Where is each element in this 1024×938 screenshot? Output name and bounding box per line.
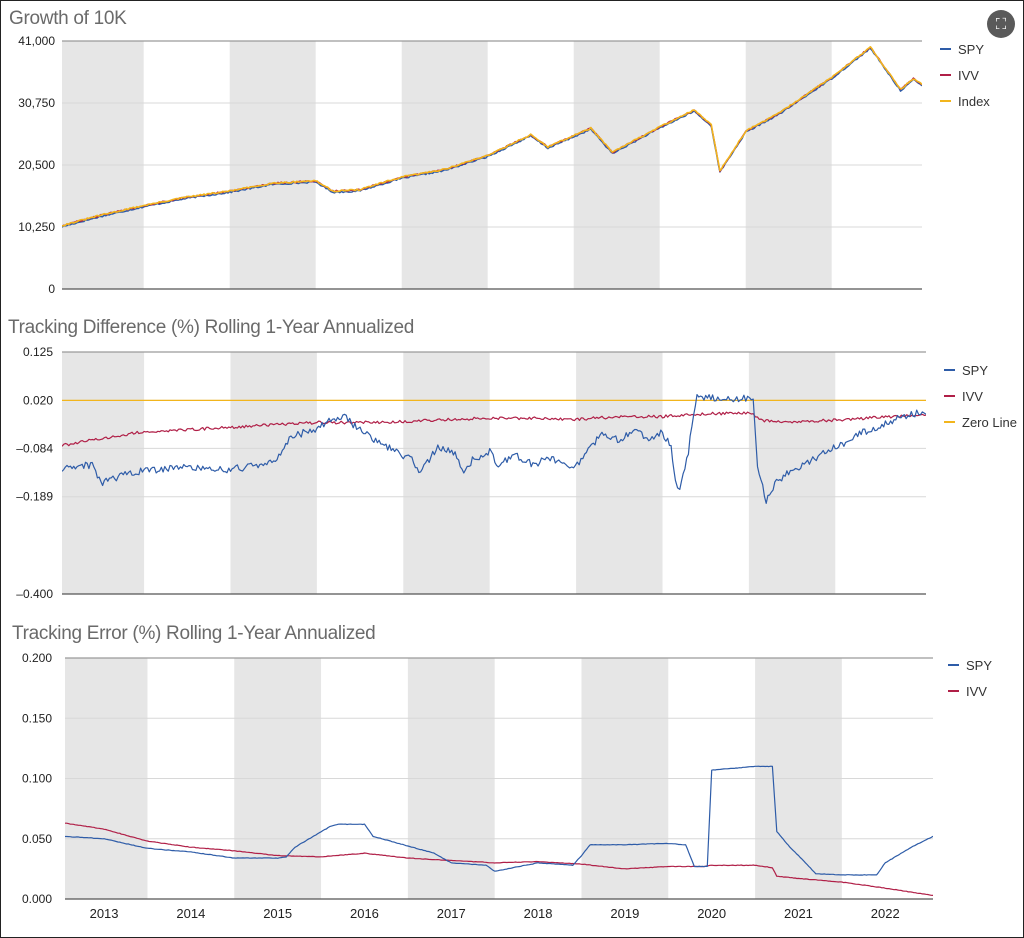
legend-label: Zero Line <box>962 414 1017 430</box>
legend-label: SPY <box>962 362 989 378</box>
growth-y-tick-label: 30,750 <box>18 96 55 110</box>
legend-swatch <box>944 369 955 371</box>
tracking-difference-legend: SPY IVV Zero Line <box>944 357 1017 435</box>
expand-icon[interactable]: ⛶ <box>987 10 1015 38</box>
legend-label: IVV <box>966 683 987 699</box>
tracking_error-y-tick-label: 0.000 <box>22 892 52 906</box>
tracking_error-chart: 0.000 0.050 0.100 0.150 0.200 2013 2014 2015 201… <box>22 651 933 921</box>
x-tick-label-2015: 2015 <box>263 906 292 921</box>
legend-item-spy[interactable]: SPY <box>944 357 1017 383</box>
tracking_difference-series-ivv <box>62 411 926 447</box>
growth-y-tick-label: 0 <box>48 282 55 296</box>
growth-series-index <box>62 46 922 227</box>
tracking_error-y-tick-label: 0.150 <box>22 711 52 725</box>
legend-label: IVV <box>962 388 983 404</box>
x-tick-label-2014: 2014 <box>176 906 205 921</box>
growth-chart: 0 10,250 20,500 30,750 41,000 <box>18 34 922 296</box>
x-tick-label-2019: 2019 <box>610 906 639 921</box>
legend-swatch <box>944 395 955 397</box>
legend-swatch <box>940 100 951 102</box>
legend-item-ivv[interactable]: IVV <box>940 62 990 88</box>
legend-swatch <box>948 690 959 692</box>
tracking_difference-chart: 0.125 0.020 –0.084 –0.189 –0.400 <box>16 345 926 601</box>
tracking_error-y-tick-label: 0.050 <box>22 832 52 846</box>
legend-item-spy[interactable]: SPY <box>948 652 992 678</box>
x-tick-label-2016: 2016 <box>350 906 379 921</box>
tracking_error-series-spy <box>65 765 933 876</box>
x-tick-label-2020: 2020 <box>697 906 726 921</box>
tracking_difference-year-band <box>62 352 145 594</box>
legend-label: SPY <box>958 41 985 57</box>
tracking_difference-year-band <box>230 352 317 594</box>
growth-y-tick-label: 41,000 <box>18 34 55 48</box>
legend-swatch <box>948 664 959 666</box>
growth-y-tick-label: 10,250 <box>18 220 55 234</box>
legend-item-spy[interactable]: SPY <box>940 36 990 62</box>
tracking_difference-year-band <box>576 352 663 594</box>
growth-legend: SPY IVV Index <box>940 36 990 114</box>
growth-y-tick-label: 20,500 <box>18 158 55 172</box>
tracking_difference-series-spy <box>62 394 926 504</box>
tracking_error-series-ivv <box>65 822 933 896</box>
legend-swatch <box>940 74 951 76</box>
tracking_error-y-tick-label: 0.200 <box>22 651 52 665</box>
legend-item-ivv[interactable]: IVV <box>944 383 1017 409</box>
tracking_difference-y-tick-label: 0.020 <box>23 393 53 407</box>
legend-label: Index <box>958 93 990 109</box>
legend-label: IVV <box>958 67 979 83</box>
x-tick-label-2022: 2022 <box>871 906 900 921</box>
tracking-error-title: Tracking Error (%) Rolling 1-Year Annual… <box>12 623 376 644</box>
growth-title: Growth of 10K <box>9 8 127 29</box>
x-tick-label-2018: 2018 <box>524 906 553 921</box>
legend-swatch <box>940 48 951 50</box>
tracking-difference-title: Tracking Difference (%) Rolling 1-Year A… <box>8 317 414 338</box>
tracking_difference-year-band <box>748 352 836 594</box>
legend-item-ivv[interactable]: IVV <box>948 678 992 704</box>
tracking_difference-y-tick-label: –0.400 <box>16 587 53 601</box>
legend-item-index[interactable]: Index <box>940 88 990 114</box>
tracking_difference-y-tick-label: –0.084 <box>16 441 53 455</box>
tracking_difference-y-tick-label: 0.125 <box>23 345 53 359</box>
legend-item-zero-line[interactable]: Zero Line <box>944 409 1017 435</box>
x-tick-label-2021: 2021 <box>784 906 813 921</box>
tracking_error-y-tick-label: 0.100 <box>22 772 52 786</box>
tracking-error-legend: SPY IVV <box>948 652 992 704</box>
x-tick-label-2013: 2013 <box>90 906 119 921</box>
tracking_difference-y-tick-label: –0.189 <box>16 490 53 504</box>
x-tick-label-2017: 2017 <box>437 906 466 921</box>
legend-swatch <box>944 421 955 423</box>
legend-label: SPY <box>966 657 993 673</box>
growth-series-spy <box>62 47 922 228</box>
tracking_difference-year-band <box>403 352 490 594</box>
